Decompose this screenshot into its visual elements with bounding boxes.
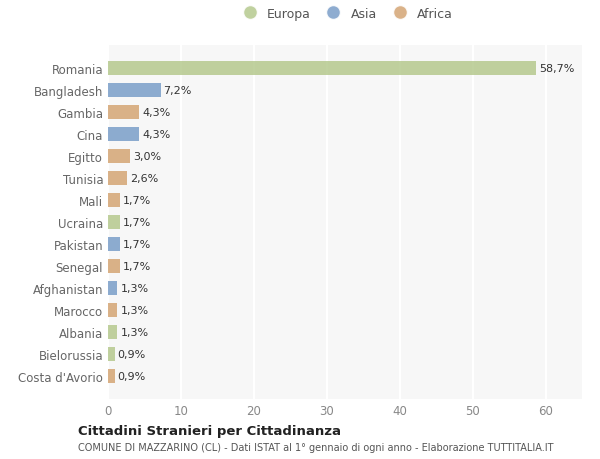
Bar [108,62,536,76]
Text: 4,3%: 4,3% [142,108,170,118]
Text: 1,7%: 1,7% [124,262,152,271]
Bar [108,369,115,383]
Bar [108,259,121,274]
Text: 2,6%: 2,6% [130,174,158,184]
Text: 1,7%: 1,7% [124,196,152,206]
Bar [108,194,121,208]
Text: 58,7%: 58,7% [539,64,574,74]
Text: COMUNE DI MAZZARINO (CL) - Dati ISTAT al 1° gennaio di ogni anno - Elaborazione : COMUNE DI MAZZARINO (CL) - Dati ISTAT al… [78,442,554,452]
Bar [108,172,127,186]
Bar [108,237,121,252]
Bar [108,106,139,120]
Text: 1,3%: 1,3% [121,305,149,315]
Bar [108,325,118,339]
Text: 1,3%: 1,3% [121,327,149,337]
Text: 3,0%: 3,0% [133,152,161,162]
Bar [108,347,115,361]
Text: 1,7%: 1,7% [124,218,152,228]
Bar [108,128,139,142]
Bar [108,281,118,296]
Legend: Europa, Asia, Africa: Europa, Asia, Africa [232,3,458,26]
Text: 1,3%: 1,3% [121,283,149,293]
Text: 7,2%: 7,2% [163,86,192,96]
Text: 1,7%: 1,7% [124,240,152,250]
Text: 0,9%: 0,9% [118,371,146,381]
Text: Cittadini Stranieri per Cittadinanza: Cittadini Stranieri per Cittadinanza [78,424,341,437]
Bar [108,150,130,164]
Text: 4,3%: 4,3% [142,130,170,140]
Text: 0,9%: 0,9% [118,349,146,359]
Bar [108,84,161,98]
Bar [108,303,118,318]
Bar [108,215,121,230]
